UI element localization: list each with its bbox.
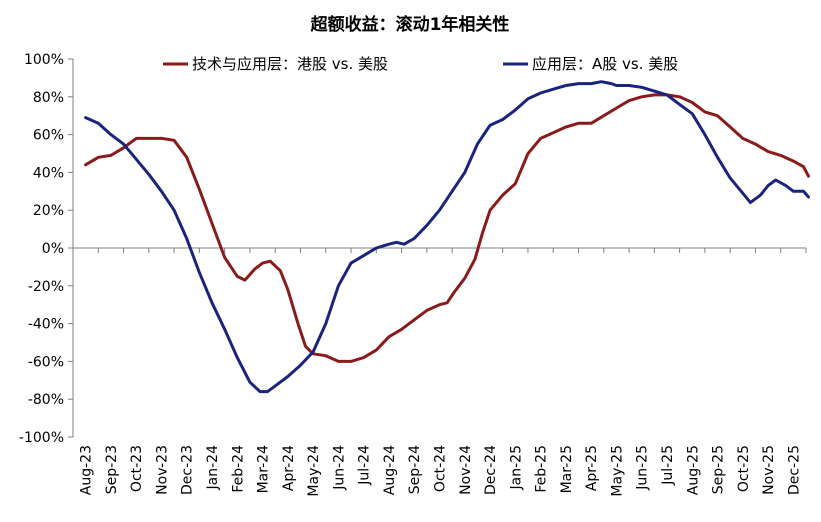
x-tick-label: Nov-25 <box>761 445 777 495</box>
legend-label-2: 应用层：A股 vs. 美股 <box>532 55 678 73</box>
x-tick-label: Mar-24 <box>256 445 272 493</box>
y-tick-label: -100% <box>19 430 64 446</box>
y-axis: 100% 80% 60% 40% 20% 0% -20% -40% -60% -80% -100% <box>19 52 74 446</box>
x-tick-label: May-24 <box>306 445 322 497</box>
x-tick-label: Jun-24 <box>331 445 347 491</box>
y-tick-label: 20% <box>33 203 64 219</box>
plot-area <box>84 80 810 394</box>
x-tick-label: Aug-24 <box>382 445 398 495</box>
y-tick-label: -40% <box>28 317 64 333</box>
x-tick-label: Jun-25 <box>635 445 651 491</box>
y-tick-label: 100% <box>24 52 64 68</box>
x-tick-label: Sep-25 <box>711 445 727 494</box>
y-tick-label: 60% <box>33 128 64 144</box>
x-tick-label: Dec-23 <box>180 445 196 495</box>
x-tick-label: Jan-25 <box>508 445 524 490</box>
x-tick-label: Feb-24 <box>230 445 246 493</box>
y-tick-label: 80% <box>33 90 64 106</box>
x-tick-label: Nov-24 <box>458 445 474 495</box>
x-tick-label: Apr-24 <box>281 445 297 491</box>
x-tick-label: Mar-25 <box>559 445 575 493</box>
x-tick-label: Sep-23 <box>104 445 120 494</box>
x-tick-label: May-25 <box>609 445 625 497</box>
x-axis: Aug-23 Sep-23 Oct-23 Nov-23 Dec-23 Jan-24 Feb-… <box>72 247 807 497</box>
x-tick-label: Aug-25 <box>685 445 701 495</box>
legend: 技术与应用层：港股 vs. 美股 应用层：A股 vs. 美股 <box>163 55 678 73</box>
y-tick-label: 0% <box>42 241 64 257</box>
series-line-2 <box>84 80 810 394</box>
legend-label-1: 技术与应用层：港股 vs. 美股 <box>192 55 388 73</box>
x-tick-label: Jul-24 <box>357 445 373 486</box>
x-tick-label: Oct-25 <box>736 445 752 492</box>
x-tick-label: Aug-23 <box>79 445 95 495</box>
x-tick-label: Dec-25 <box>786 445 802 495</box>
x-tick-label: Feb-25 <box>534 445 550 493</box>
x-tick-label: Nov-23 <box>154 445 170 495</box>
x-tick-label: Jul-25 <box>660 445 676 486</box>
y-tick-label: 40% <box>33 165 64 181</box>
x-tick-label: Dec-24 <box>483 445 499 495</box>
x-tick-label: Jan-24 <box>205 445 221 491</box>
y-tick-label: -20% <box>28 279 64 295</box>
y-tick-label: -80% <box>28 392 64 408</box>
x-tick-label: Sep-24 <box>407 445 423 494</box>
x-tick-label: Oct-24 <box>433 445 449 492</box>
chart-title: 超额收益：滚动1年相关性 <box>311 14 510 35</box>
y-tick-label: -60% <box>28 354 64 370</box>
series-line-1 <box>84 93 810 363</box>
x-tick-label: Oct-23 <box>129 445 145 492</box>
x-tick-label: Apr-25 <box>584 445 600 491</box>
